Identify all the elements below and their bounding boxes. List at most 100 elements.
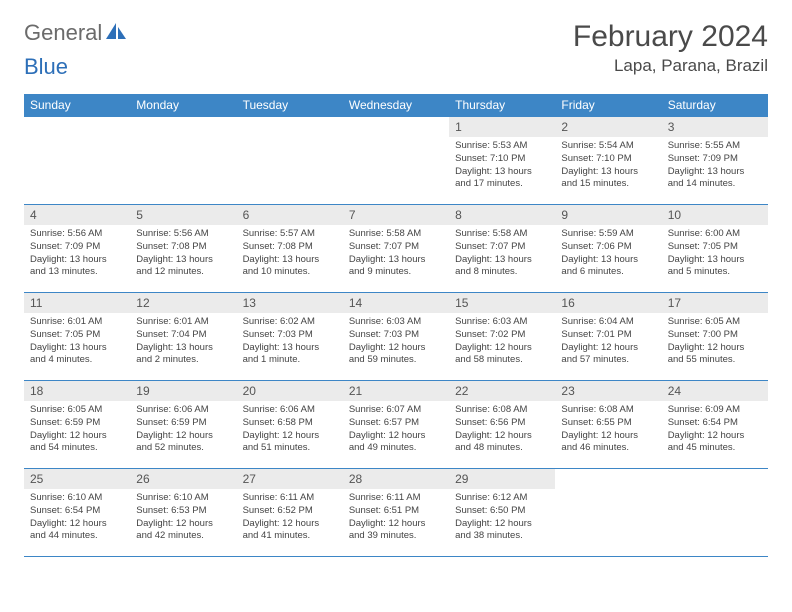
sunrise-text: Sunrise: 6:07 AM [349, 404, 443, 417]
location: Lapa, Parana, Brazil [573, 56, 768, 76]
day-cell: 29Sunrise: 6:12 AMSunset: 6:50 PMDayligh… [449, 469, 555, 557]
day-data: Sunrise: 6:10 AMSunset: 6:54 PMDaylight:… [24, 489, 130, 547]
day-number: 21 [343, 381, 449, 401]
day-cell: 6Sunrise: 5:57 AMSunset: 7:08 PMDaylight… [237, 205, 343, 293]
day-data: Sunrise: 6:04 AMSunset: 7:01 PMDaylight:… [555, 313, 661, 371]
header-wednesday: Wednesday [343, 94, 449, 117]
day-number: 16 [555, 293, 661, 313]
sunset-text: Sunset: 7:02 PM [455, 329, 549, 342]
daylight-text: Daylight: 12 hours and 59 minutes. [349, 342, 443, 368]
sunrise-text: Sunrise: 6:06 AM [136, 404, 230, 417]
sunrise-text: Sunrise: 5:57 AM [243, 228, 337, 241]
day-data: Sunrise: 6:01 AMSunset: 7:04 PMDaylight:… [130, 313, 236, 371]
day-cell: 4Sunrise: 5:56 AMSunset: 7:09 PMDaylight… [24, 205, 130, 293]
sunset-text: Sunset: 6:50 PM [455, 505, 549, 518]
day-number [662, 469, 768, 475]
sunrise-text: Sunrise: 5:59 AM [561, 228, 655, 241]
day-data: Sunrise: 5:54 AMSunset: 7:10 PMDaylight:… [555, 137, 661, 195]
day-cell: 25Sunrise: 6:10 AMSunset: 6:54 PMDayligh… [24, 469, 130, 557]
day-number: 12 [130, 293, 236, 313]
sunrise-text: Sunrise: 5:53 AM [455, 140, 549, 153]
day-number [130, 117, 236, 123]
day-number: 1 [449, 117, 555, 137]
daylight-text: Daylight: 12 hours and 48 minutes. [455, 430, 549, 456]
daylight-text: Daylight: 13 hours and 17 minutes. [455, 166, 549, 192]
sunset-text: Sunset: 7:03 PM [243, 329, 337, 342]
week-row: 18Sunrise: 6:05 AMSunset: 6:59 PMDayligh… [24, 381, 768, 469]
day-number: 19 [130, 381, 236, 401]
day-number: 18 [24, 381, 130, 401]
daylight-text: Daylight: 13 hours and 2 minutes. [136, 342, 230, 368]
sunset-text: Sunset: 7:05 PM [668, 241, 762, 254]
day-number: 2 [555, 117, 661, 137]
day-data: Sunrise: 5:59 AMSunset: 7:06 PMDaylight:… [555, 225, 661, 283]
day-number [343, 117, 449, 123]
day-header-row: Sunday Monday Tuesday Wednesday Thursday… [24, 94, 768, 117]
day-cell: 20Sunrise: 6:06 AMSunset: 6:58 PMDayligh… [237, 381, 343, 469]
sunset-text: Sunset: 7:03 PM [349, 329, 443, 342]
day-data: Sunrise: 5:57 AMSunset: 7:08 PMDaylight:… [237, 225, 343, 283]
daylight-text: Daylight: 12 hours and 44 minutes. [30, 518, 124, 544]
day-cell: 10Sunrise: 6:00 AMSunset: 7:05 PMDayligh… [662, 205, 768, 293]
day-number: 15 [449, 293, 555, 313]
header-monday: Monday [130, 94, 236, 117]
day-data: Sunrise: 5:58 AMSunset: 7:07 PMDaylight:… [449, 225, 555, 283]
day-number: 25 [24, 469, 130, 489]
day-number: 27 [237, 469, 343, 489]
sunset-text: Sunset: 7:07 PM [349, 241, 443, 254]
day-data: Sunrise: 6:05 AMSunset: 7:00 PMDaylight:… [662, 313, 768, 371]
calendar-table: Sunday Monday Tuesday Wednesday Thursday… [24, 94, 768, 557]
day-data: Sunrise: 6:11 AMSunset: 6:52 PMDaylight:… [237, 489, 343, 547]
day-number: 10 [662, 205, 768, 225]
day-cell: 26Sunrise: 6:10 AMSunset: 6:53 PMDayligh… [130, 469, 236, 557]
day-number: 6 [237, 205, 343, 225]
day-cell [130, 117, 236, 205]
sunrise-text: Sunrise: 6:10 AM [30, 492, 124, 505]
sunset-text: Sunset: 7:04 PM [136, 329, 230, 342]
sunrise-text: Sunrise: 6:04 AM [561, 316, 655, 329]
day-data: Sunrise: 5:56 AMSunset: 7:08 PMDaylight:… [130, 225, 236, 283]
header-friday: Friday [555, 94, 661, 117]
sunrise-text: Sunrise: 6:12 AM [455, 492, 549, 505]
daylight-text: Daylight: 12 hours and 41 minutes. [243, 518, 337, 544]
day-data: Sunrise: 6:06 AMSunset: 6:58 PMDaylight:… [237, 401, 343, 459]
week-row: 11Sunrise: 6:01 AMSunset: 7:05 PMDayligh… [24, 293, 768, 381]
day-cell: 12Sunrise: 6:01 AMSunset: 7:04 PMDayligh… [130, 293, 236, 381]
header-sunday: Sunday [24, 94, 130, 117]
sunset-text: Sunset: 6:59 PM [30, 417, 124, 430]
day-number: 4 [24, 205, 130, 225]
day-cell: 27Sunrise: 6:11 AMSunset: 6:52 PMDayligh… [237, 469, 343, 557]
daylight-text: Daylight: 13 hours and 12 minutes. [136, 254, 230, 280]
week-row: 25Sunrise: 6:10 AMSunset: 6:54 PMDayligh… [24, 469, 768, 557]
sunset-text: Sunset: 6:55 PM [561, 417, 655, 430]
logo: General [24, 20, 130, 46]
daylight-text: Daylight: 13 hours and 9 minutes. [349, 254, 443, 280]
day-data: Sunrise: 6:00 AMSunset: 7:05 PMDaylight:… [662, 225, 768, 283]
logo-sail-icon [106, 23, 128, 46]
day-cell [555, 469, 661, 557]
daylight-text: Daylight: 13 hours and 10 minutes. [243, 254, 337, 280]
day-number: 20 [237, 381, 343, 401]
sunrise-text: Sunrise: 5:58 AM [349, 228, 443, 241]
sunrise-text: Sunrise: 6:11 AM [349, 492, 443, 505]
daylight-text: Daylight: 12 hours and 58 minutes. [455, 342, 549, 368]
day-number: 17 [662, 293, 768, 313]
day-data: Sunrise: 6:03 AMSunset: 7:02 PMDaylight:… [449, 313, 555, 371]
sunrise-text: Sunrise: 6:01 AM [136, 316, 230, 329]
sunrise-text: Sunrise: 6:05 AM [30, 404, 124, 417]
day-data: Sunrise: 5:53 AMSunset: 7:10 PMDaylight:… [449, 137, 555, 195]
day-number: 14 [343, 293, 449, 313]
daylight-text: Daylight: 12 hours and 38 minutes. [455, 518, 549, 544]
day-cell: 2Sunrise: 5:54 AMSunset: 7:10 PMDaylight… [555, 117, 661, 205]
sunset-text: Sunset: 7:10 PM [561, 153, 655, 166]
sunset-text: Sunset: 6:59 PM [136, 417, 230, 430]
daylight-text: Daylight: 12 hours and 39 minutes. [349, 518, 443, 544]
sunrise-text: Sunrise: 6:02 AM [243, 316, 337, 329]
sunset-text: Sunset: 6:54 PM [30, 505, 124, 518]
day-cell: 1Sunrise: 5:53 AMSunset: 7:10 PMDaylight… [449, 117, 555, 205]
logo-text-gray: General [24, 20, 102, 46]
day-number: 22 [449, 381, 555, 401]
sunset-text: Sunset: 7:06 PM [561, 241, 655, 254]
day-data: Sunrise: 5:56 AMSunset: 7:09 PMDaylight:… [24, 225, 130, 283]
day-cell [24, 117, 130, 205]
